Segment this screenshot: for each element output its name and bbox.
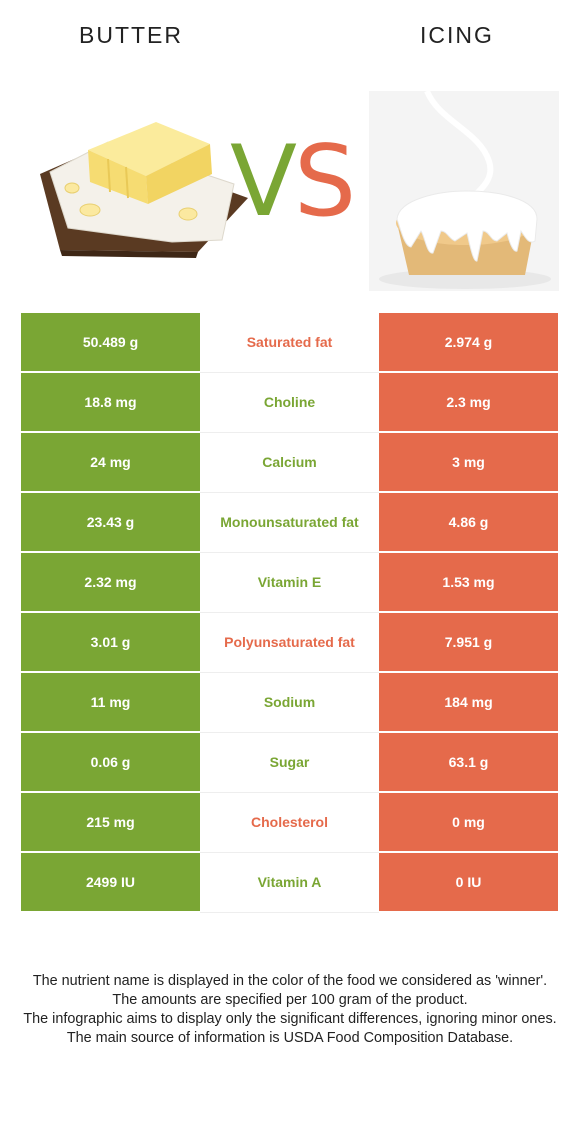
vs-logo: V S (230, 125, 356, 239)
butter-value: 50.489 g (21, 313, 200, 373)
vs-letter-s: S (294, 125, 357, 239)
icing-value: 184 mg (379, 672, 558, 733)
comparison-row: 18.8 mg Choline 2.3 mg (21, 372, 558, 433)
footnote-line: The nutrient name is displayed in the co… (32, 973, 548, 989)
icing-value: 2.3 mg (379, 372, 558, 433)
footnote: The nutrient name is displayed in the co… (20, 972, 560, 1048)
icing-value: 4.86 g (379, 492, 558, 553)
butter-value: 23.43 g (21, 492, 200, 553)
nutrient-name: Calcium (200, 432, 379, 493)
comparison-row: 23.43 g Monounsaturated fat 4.86 g (21, 492, 558, 553)
butter-value: 215 mg (21, 792, 200, 853)
butter-value: 18.8 mg (21, 372, 200, 433)
nutrient-name: Vitamin E (200, 552, 379, 613)
comparison-row: 50.489 g Saturated fat 2.974 g (21, 313, 558, 373)
comparison-row: 3.01 g Polyunsaturated fat 7.951 g (21, 612, 558, 673)
butter-value: 2.32 mg (21, 552, 200, 613)
comparison-row: 2.32 mg Vitamin E 1.53 mg (21, 552, 558, 613)
comparison-row: 0.06 g Sugar 63.1 g (21, 732, 558, 793)
nutrient-name: Sugar (200, 732, 379, 793)
nutrient-name: Monounsaturated fat (200, 492, 379, 553)
vs-letter-v: V (230, 125, 298, 239)
butter-value: 3.01 g (21, 612, 200, 673)
footnote-line: The main source of information is USDA F… (66, 1030, 514, 1046)
icing-image (369, 91, 559, 291)
right-food-title: ICING (420, 22, 494, 48)
butter-value: 24 mg (21, 432, 200, 493)
nutrient-name: Polyunsaturated fat (200, 612, 379, 673)
butter-image (40, 122, 248, 258)
nutrient-name: Saturated fat (200, 313, 379, 373)
icing-value: 3 mg (379, 432, 558, 493)
butter-value: 2499 IU (21, 852, 200, 913)
comparison-table: 50.489 g Saturated fat 2.974 g 18.8 mg Choli… (21, 313, 558, 913)
comparison-row: 11 mg Sodium 184 mg (21, 672, 558, 733)
footnote-line: The amounts are specified per 100 gram o… (112, 992, 468, 1008)
icing-value: 0 mg (379, 792, 558, 853)
nutrient-name: Choline (200, 372, 379, 433)
icing-value: 1.53 mg (379, 552, 558, 613)
nutrient-name: Vitamin A (200, 852, 379, 913)
comparison-row: 215 mg Cholesterol 0 mg (21, 792, 558, 853)
nutrient-name: Sodium (200, 672, 379, 733)
nutrient-name: Cholesterol (200, 792, 379, 853)
comparison-row: 24 mg Calcium 3 mg (21, 432, 558, 493)
icing-value: 2.974 g (379, 313, 558, 373)
footnote-line: The infographic aims to display only the… (23, 1011, 557, 1027)
butter-value: 0.06 g (21, 732, 200, 793)
icing-value: 0 IU (379, 852, 558, 913)
icing-value: 63.1 g (379, 732, 558, 793)
left-food-title: BUTTER (79, 22, 183, 48)
butter-value: 11 mg (21, 672, 200, 733)
icing-value: 7.951 g (379, 612, 558, 673)
